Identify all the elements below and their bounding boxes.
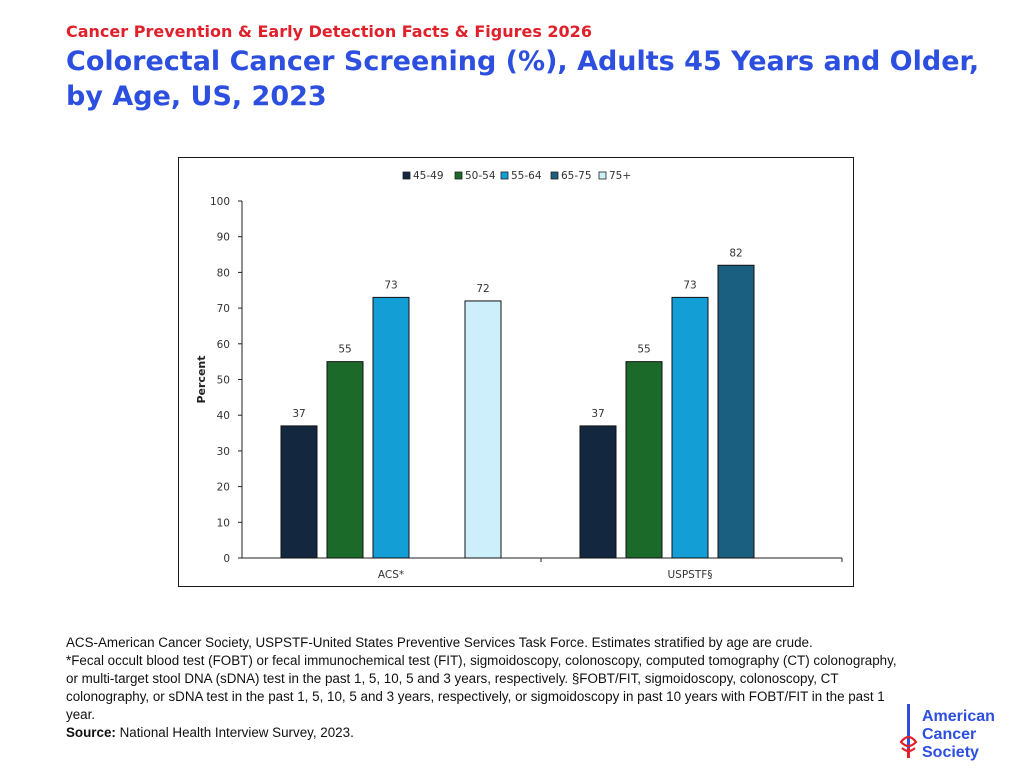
footnote-definitions: *Fecal occult blood test (FOBT) or fecal… (66, 653, 897, 722)
data-label: 37 (591, 408, 604, 420)
legend-swatch (454, 171, 463, 180)
chart-frame: 0 10 20 30 40 50 60 70 80 90 100 Percent 45-49 50-54 5… (178, 157, 854, 587)
y-tick-label: 80 (217, 267, 230, 279)
logo-line-cancer: Cancer (922, 726, 977, 743)
category-label: ACS* (378, 569, 404, 581)
legend-swatch (550, 171, 559, 180)
bar (671, 296, 709, 559)
legend-label: 45-49 (413, 170, 444, 182)
bar (326, 361, 364, 559)
legend-label: 50-54 (465, 170, 496, 182)
footnotes: ACS-American Cancer Society, USPSTF-Unit… (66, 634, 906, 742)
legend-swatch (598, 171, 607, 180)
y-tick-label: 70 (217, 303, 230, 315)
legend-label: 75+ (609, 170, 631, 182)
data-label: 73 (683, 279, 696, 291)
legend-swatch (402, 171, 411, 180)
y-tick-label: 100 (210, 196, 230, 208)
y-tick-label: 50 (217, 375, 230, 387)
chart-title: Colorectal Cancer Screening (%), Adults … (66, 46, 980, 112)
source-text: National Health Interview Survey, 2023. (115, 725, 354, 740)
bar (625, 361, 663, 559)
bar-chart: 0 10 20 30 40 50 60 70 80 90 100 Percent 45-49 50-54 5… (195, 170, 843, 581)
legend-label: 55-64 (511, 170, 542, 182)
y-tick-label: 60 (217, 339, 230, 351)
y-axis-label: Percent (195, 355, 208, 403)
data-label: 55 (637, 344, 650, 356)
data-label: 37 (292, 408, 305, 420)
data-label: 82 (729, 247, 742, 259)
bar (464, 300, 502, 559)
bar (280, 425, 318, 559)
bar (717, 264, 755, 559)
y-tick-label: 40 (217, 410, 230, 422)
source-label: Source: (66, 725, 116, 740)
data-label: 55 (338, 344, 351, 356)
y-tick-label: 20 (217, 482, 230, 494)
acs-logo: American Cancer Society (898, 702, 1018, 764)
bar (372, 296, 410, 559)
footnote-abbreviations: ACS-American Cancer Society, USPSTF-Unit… (66, 635, 813, 650)
y-tick-label: 10 (217, 517, 230, 529)
category-label: USPSTF§ (667, 569, 712, 581)
data-label: 72 (476, 283, 489, 295)
y-tick-label: 90 (217, 232, 230, 244)
bar (579, 425, 617, 559)
y-tick-label: 30 (217, 446, 230, 458)
sword-icon (899, 704, 918, 758)
logo-line-american: American (922, 708, 995, 725)
footnote-source: Source: National Health Interview Survey… (66, 724, 906, 742)
data-label: 73 (384, 279, 397, 291)
legend-swatch (500, 171, 509, 180)
logo-line-society: Society (922, 744, 979, 761)
legend-label: 65-75 (561, 170, 592, 182)
report-supertitle: Cancer Prevention & Early Detection Fact… (66, 22, 592, 41)
y-tick-label: 0 (223, 553, 230, 565)
